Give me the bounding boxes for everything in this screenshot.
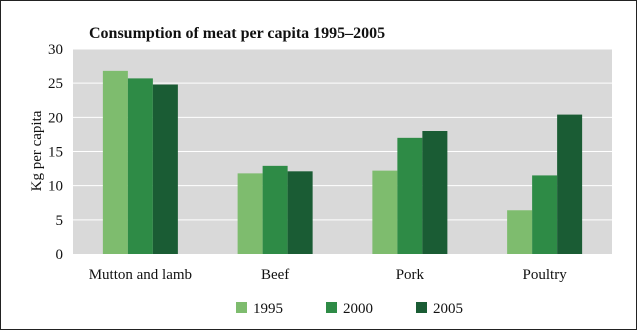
legend-swatch [236, 302, 247, 313]
legend-swatch [326, 302, 337, 313]
bar [372, 170, 398, 254]
chart-title: Consumption of meat per capita 1995–2005 [89, 25, 385, 42]
y-axis-label: Kg per capita [29, 110, 45, 191]
legend: 1995 2000 2005 [236, 301, 463, 317]
y-tick-label: 10 [48, 179, 63, 195]
bar [557, 114, 583, 254]
bar [262, 165, 288, 254]
bar [422, 131, 448, 254]
legend-label: 1995 [253, 301, 283, 317]
y-tick-label: 25 [48, 76, 63, 92]
category-label: Pork [396, 267, 425, 283]
bar [237, 173, 263, 254]
bar [507, 210, 533, 254]
category-label: Poultry [523, 267, 568, 283]
y-tick-label: 15 [48, 145, 63, 161]
bar [397, 137, 423, 254]
bar [152, 84, 178, 255]
y-tick-label: 5 [56, 213, 64, 229]
y-tick-labels: 0 5 10 15 20 25 30 [48, 42, 63, 263]
bar [287, 171, 313, 254]
category-labels: Mutton and lamb Beef Pork Poultry [89, 267, 567, 283]
bar [102, 70, 128, 254]
category-label: Mutton and lamb [89, 267, 192, 283]
y-tick-label: 20 [48, 110, 63, 126]
y-tick-label: 30 [48, 42, 63, 58]
y-tick-label: 0 [56, 247, 64, 263]
category-label: Beef [261, 267, 289, 283]
legend-label: 2000 [343, 301, 373, 317]
bar [127, 78, 153, 254]
legend-swatch [416, 302, 427, 313]
bar [532, 175, 558, 254]
bars [102, 70, 583, 255]
legend-label: 2005 [433, 301, 463, 317]
